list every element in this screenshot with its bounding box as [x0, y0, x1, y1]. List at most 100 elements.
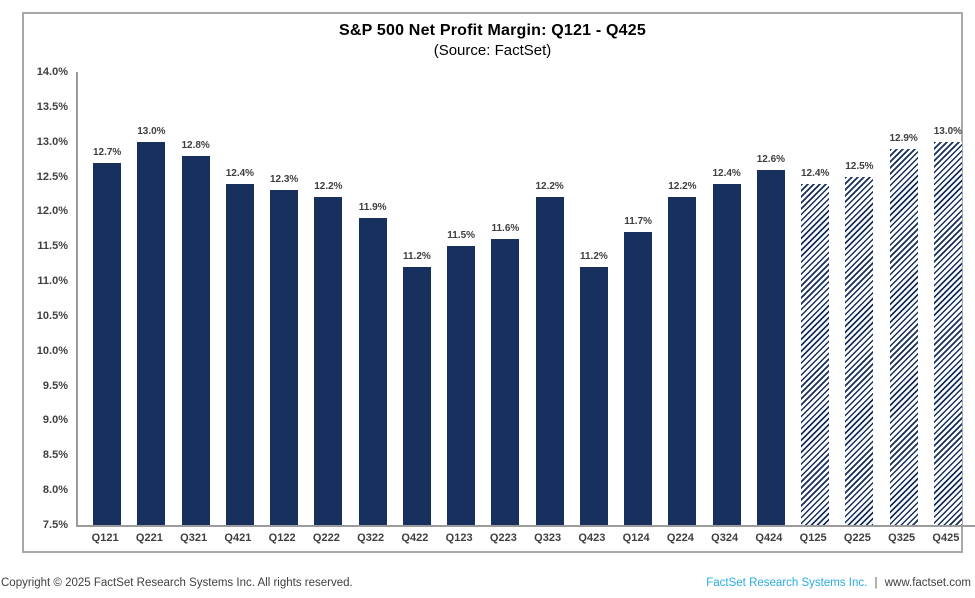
bar-slot: 11.5% — [439, 72, 483, 525]
bar-slot: 11.2% — [572, 72, 616, 525]
x-axis-tick-label: Q323 — [534, 532, 562, 544]
y-axis-tick-label: 11.5% — [37, 240, 68, 253]
x-axis-tick-label: Q322 — [357, 532, 385, 544]
y-axis-tick-label: 11.0% — [37, 275, 68, 288]
plot-area: 12.7% 13.0% 12.8% 12.4% 12.3% 12.2% 11.9% 11.2%… — [76, 72, 975, 527]
bar-value-label: 12.8% — [181, 139, 210, 151]
bar: 12.2% — [535, 181, 564, 525]
x-axis-tick-label: Q223 — [489, 532, 517, 544]
bar-estimate: 12.5% — [845, 161, 874, 525]
factset-website-link[interactable]: www.factset.com — [884, 577, 971, 589]
bar-slot: 11.2% — [395, 72, 439, 525]
y-axis-tick-label: 8.5% — [42, 449, 68, 462]
bar-slot: 12.4% — [793, 72, 837, 525]
y-axis-tick-label: 7.5% — [42, 519, 68, 531]
bar-value-label: 11.2% — [579, 251, 608, 263]
x-axis-tick-label: Q125 — [799, 532, 827, 544]
bar: 12.2% — [668, 181, 697, 525]
bar-slot: 13.0% — [926, 72, 970, 525]
x-axis-tick-label: Q121 — [91, 532, 119, 544]
bar-slot: 12.3% — [262, 72, 306, 525]
bar: 12.3% — [270, 174, 298, 525]
x-axis-tick-label: Q324 — [711, 532, 739, 544]
y-axis-tick-label: 14.0% — [36, 66, 68, 78]
bar-slot: 11.7% — [616, 72, 660, 525]
bar-estimate: 12.9% — [889, 133, 918, 525]
factset-company-link[interactable]: FactSet Research Systems Inc. — [706, 577, 868, 589]
x-axis-tick-label: Q325 — [888, 532, 916, 544]
x-axis-tick-label: Q224 — [666, 532, 694, 544]
y-axis-labels: 14.0% 13.5% 13.0% 12.5% 12.0% 11.5% 11.0% 10.5%… — [24, 66, 72, 531]
bar: 12.7% — [93, 147, 121, 525]
bar-slot: 12.9% — [882, 72, 926, 525]
bar-slot: 12.6% — [749, 72, 793, 525]
bar-slot: 12.7% — [85, 72, 129, 525]
bar-slot: 11.9% — [351, 72, 395, 525]
bar-value-label: 11.2% — [402, 251, 431, 263]
bar-slot: 12.4% — [218, 72, 262, 525]
chart-subtitle: (Source: FactSet) — [433, 42, 552, 59]
bar-value-label: 12.2% — [668, 181, 697, 193]
y-axis-tick-label: 8.0% — [42, 484, 68, 497]
bar: 11.9% — [358, 202, 387, 525]
bar-slot: 12.2% — [660, 72, 704, 525]
bar-slot: 12.8% — [174, 72, 218, 525]
bar-value-label: 12.5% — [845, 160, 874, 172]
y-axis-tick-label: 9.5% — [42, 379, 68, 392]
y-axis-tick-label: 10.5% — [36, 309, 68, 322]
bar-value-label: 11.9% — [358, 202, 387, 214]
bar-value-label: 12.4% — [712, 167, 741, 179]
footer-separator: | — [874, 577, 878, 589]
bar: 12.8% — [181, 140, 210, 525]
x-axis-tick-label: Q122 — [268, 532, 296, 544]
bar-value-label: 12.6% — [756, 153, 786, 165]
bar-value-label: 11.6% — [491, 223, 520, 235]
bar-value-label: 12.7% — [92, 146, 122, 158]
bar-slot: 12.2% — [528, 72, 572, 525]
bar: 12.6% — [757, 154, 785, 525]
y-axis-tick-label: 9.0% — [42, 414, 68, 427]
bar-estimate: 12.4% — [801, 168, 829, 525]
y-axis-tick-label: 12.0% — [36, 205, 68, 218]
x-axis-tick-label: Q225 — [843, 532, 871, 544]
bar-value-label: 12.4% — [225, 167, 255, 179]
bar-value-label: 11.7% — [624, 216, 653, 228]
bar: 12.4% — [712, 168, 741, 525]
x-axis-tick-label: Q423 — [578, 532, 606, 544]
chart-frame: S&P 500 Net Profit Margin: Q121 - Q425 (… — [22, 12, 975, 553]
bar-slot: 11.6% — [483, 72, 527, 525]
bar: 11.2% — [402, 251, 431, 525]
bar-estimate: 13.0% — [934, 126, 962, 525]
bar: 13.0% — [137, 126, 166, 525]
y-axis-tick-label: 10.0% — [36, 344, 68, 357]
bar-slot: 12.2% — [306, 72, 350, 525]
bar-value-label: 12.4% — [800, 167, 830, 179]
x-axis-tick-label: Q124 — [622, 532, 650, 544]
y-axis-tick-label: 12.5% — [36, 170, 68, 183]
chart-title: S&P 500 Net Profit Margin: Q121 - Q425 — [339, 22, 646, 39]
copyright-text: Copyright © 2025 FactSet Research System… — [1, 577, 353, 589]
x-axis-tick-label: Q424 — [755, 532, 783, 544]
bar: 11.6% — [491, 223, 520, 525]
bar-value-label: 13.0% — [137, 125, 166, 137]
x-axis-tick-label: Q422 — [401, 532, 429, 544]
bar: 11.2% — [579, 251, 608, 525]
bar-slot: 13.0% — [129, 72, 173, 525]
x-axis-tick-label: Q123 — [445, 532, 473, 544]
bar-value-label: 12.9% — [889, 132, 918, 144]
bar-slot: 12.4% — [705, 72, 749, 525]
bar: 12.4% — [226, 168, 254, 525]
footer-links: FactSet Research Systems Inc. | www.fact… — [706, 577, 971, 589]
bar-value-label: 11.5% — [447, 230, 476, 242]
bar: 11.7% — [624, 216, 653, 525]
bar-slot: 12.5% — [837, 72, 881, 525]
bar: 11.5% — [447, 230, 476, 525]
x-axis-tick-label: Q221 — [135, 532, 163, 544]
bar-value-label: 12.2% — [314, 181, 343, 193]
bar-value-label: 12.3% — [269, 174, 299, 186]
y-axis-tick-label: 13.0% — [36, 135, 68, 148]
x-axis-labels: Q121 Q221 Q321 Q421 Q122 Q222 Q322 Q422 Q123 Q223… — [76, 532, 975, 544]
bar: 12.2% — [314, 181, 343, 525]
bar-value-label: 12.2% — [535, 181, 564, 193]
